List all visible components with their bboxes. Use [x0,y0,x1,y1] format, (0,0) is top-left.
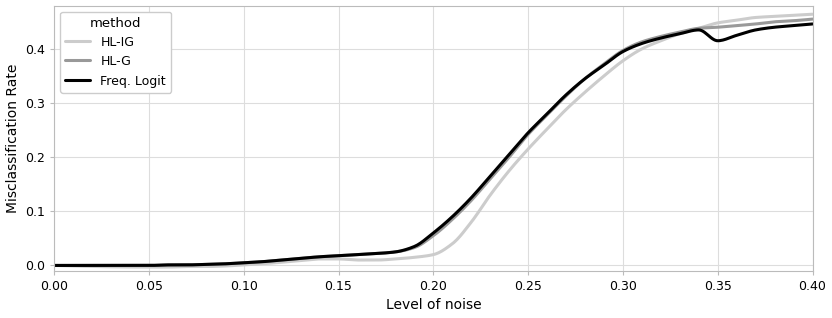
HL-G [808,17,818,21]
Freq. Logit [49,264,59,267]
HL-IG [502,171,512,175]
HL-IG [672,33,682,37]
HL-IG [790,13,800,17]
Legend: HL-IG, HL-G, Freq. Logit: HL-IG, HL-G, Freq. Logit [61,12,171,93]
Freq. Logit [808,22,818,26]
HL-IG [49,264,59,267]
Freq. Logit [414,242,423,246]
HL-IG [461,227,471,231]
HL-G [459,206,469,210]
HL-IG [145,265,155,269]
HL-IG [411,255,421,259]
Line: Freq. Logit: Freq. Logit [54,24,813,266]
Freq. Logit [409,245,419,248]
HL-IG [415,255,425,259]
Y-axis label: Misclassification Rate: Misclassification Rate [6,64,20,213]
Freq. Logit [459,203,469,207]
Line: HL-IG: HL-IG [54,14,813,267]
Line: HL-G: HL-G [54,19,813,266]
HL-G [409,246,419,250]
HL-G [790,19,800,23]
HL-G [414,244,423,247]
HL-G [49,264,59,267]
Freq. Logit [501,157,511,161]
Freq. Logit [790,24,800,27]
HL-G [501,160,511,163]
X-axis label: Level of noise: Level of noise [385,299,481,313]
Freq. Logit [671,33,681,37]
HL-G [671,31,681,35]
HL-IG [808,12,818,16]
